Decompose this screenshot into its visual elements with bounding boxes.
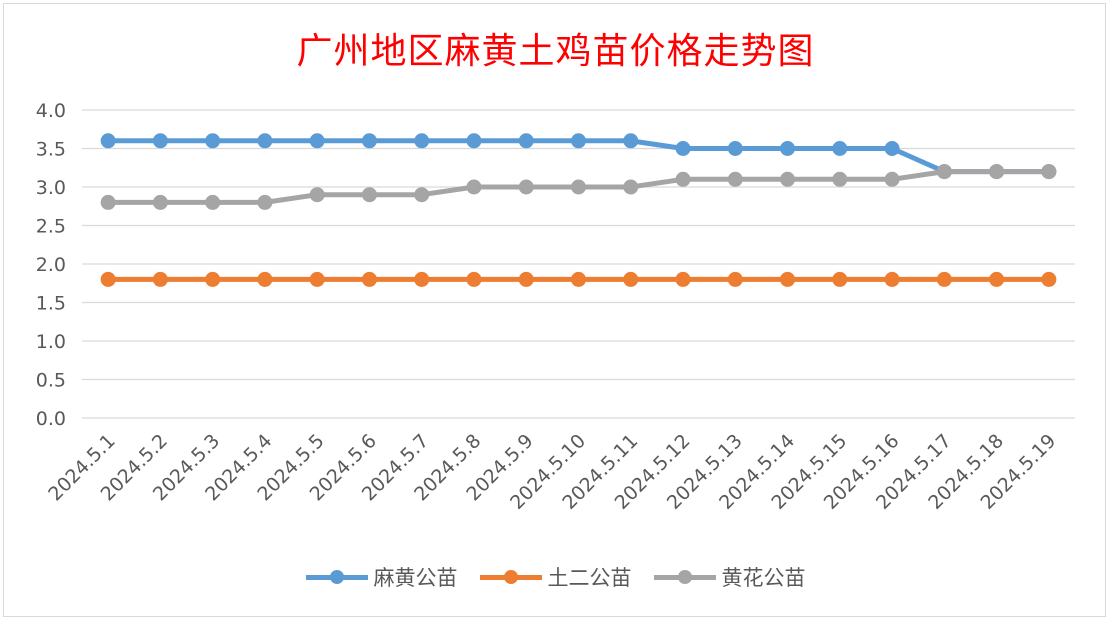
data-point <box>100 194 116 210</box>
data-point <box>205 271 221 287</box>
data-point <box>884 271 900 287</box>
data-point <box>832 141 848 156</box>
series-layer <box>100 133 1057 287</box>
data-point <box>518 271 534 287</box>
series-2 <box>100 164 1057 210</box>
data-point <box>414 271 430 287</box>
data-point <box>989 164 1005 180</box>
data-point <box>414 133 430 149</box>
data-point <box>623 133 639 149</box>
y-axis: 0.0 0.5 1.0 1.5 2.0 2.5 3.0 3.5 4.0 <box>36 100 66 430</box>
y-tick-label: 2.0 <box>36 254 66 276</box>
legend-label-1: 土二公苗 <box>547 566 632 590</box>
y-tick-label: 3.5 <box>36 139 66 161</box>
data-point <box>309 133 325 149</box>
data-point <box>675 171 691 187</box>
data-point <box>571 271 586 287</box>
data-point <box>205 194 221 210</box>
data-point <box>152 194 168 210</box>
data-point <box>675 271 691 287</box>
data-point <box>152 133 168 149</box>
legend-label-0: 麻黄公苗 <box>373 566 458 590</box>
data-point <box>361 271 377 287</box>
data-point <box>832 271 848 287</box>
legend-item-2: 黄花公苗 <box>653 562 806 592</box>
data-point <box>571 179 586 195</box>
data-point <box>832 171 848 187</box>
data-point <box>257 133 273 149</box>
data-point <box>727 171 743 187</box>
data-point <box>1041 164 1057 180</box>
data-point <box>780 141 796 156</box>
data-point <box>518 133 534 149</box>
y-tick-label: 0.0 <box>36 408 66 430</box>
data-point <box>466 133 482 149</box>
y-tick-label: 1.5 <box>36 293 66 315</box>
series-1 <box>100 271 1057 287</box>
data-point <box>100 133 116 149</box>
data-point <box>884 171 900 187</box>
legend-swatch-1 <box>479 570 542 584</box>
legend-item-0: 麻黄公苗 <box>305 562 458 592</box>
data-point <box>727 271 743 287</box>
y-tick-label: 3.0 <box>36 177 66 199</box>
data-point <box>257 194 273 210</box>
y-tick-label: 2.5 <box>36 216 66 238</box>
legend-swatch-2 <box>653 570 716 584</box>
chart-title: 广州地区麻黄土鸡苗价格走势图 <box>296 31 815 72</box>
data-point <box>466 179 482 195</box>
data-point <box>989 271 1005 287</box>
data-point <box>100 271 116 287</box>
legend-item-1: 土二公苗 <box>479 562 632 592</box>
data-point <box>936 164 952 180</box>
data-point <box>361 187 377 203</box>
chart-frame <box>3 3 1106 617</box>
data-point <box>571 133 586 149</box>
data-point <box>727 141 743 156</box>
y-tick-label: 4.0 <box>36 100 66 122</box>
data-point <box>205 133 221 149</box>
data-point <box>884 141 900 156</box>
y-tick-label: 0.5 <box>36 370 66 392</box>
data-point <box>780 271 796 287</box>
data-point <box>675 141 691 156</box>
legend-swatch-0 <box>305 570 368 584</box>
y-tick-label: 1.0 <box>36 331 66 353</box>
data-point <box>361 133 377 149</box>
data-point <box>936 271 952 287</box>
data-point <box>309 187 325 203</box>
data-point <box>623 179 639 195</box>
data-point <box>518 179 534 195</box>
data-point <box>780 171 796 187</box>
data-point <box>309 271 325 287</box>
legend-label-2: 黄花公苗 <box>721 566 806 590</box>
data-point <box>623 271 639 287</box>
data-point <box>257 271 273 287</box>
data-point <box>466 271 482 287</box>
legend: 麻黄公苗 土二公苗 黄花公苗 <box>0 562 1111 592</box>
gridlines <box>82 109 1075 419</box>
x-axis: 2024.5.12024.5.22024.5.32024.5.42024.5.5… <box>44 430 1060 514</box>
series-0 <box>100 133 1057 180</box>
data-point <box>414 187 430 203</box>
data-point <box>152 271 168 287</box>
data-point <box>1041 271 1057 287</box>
